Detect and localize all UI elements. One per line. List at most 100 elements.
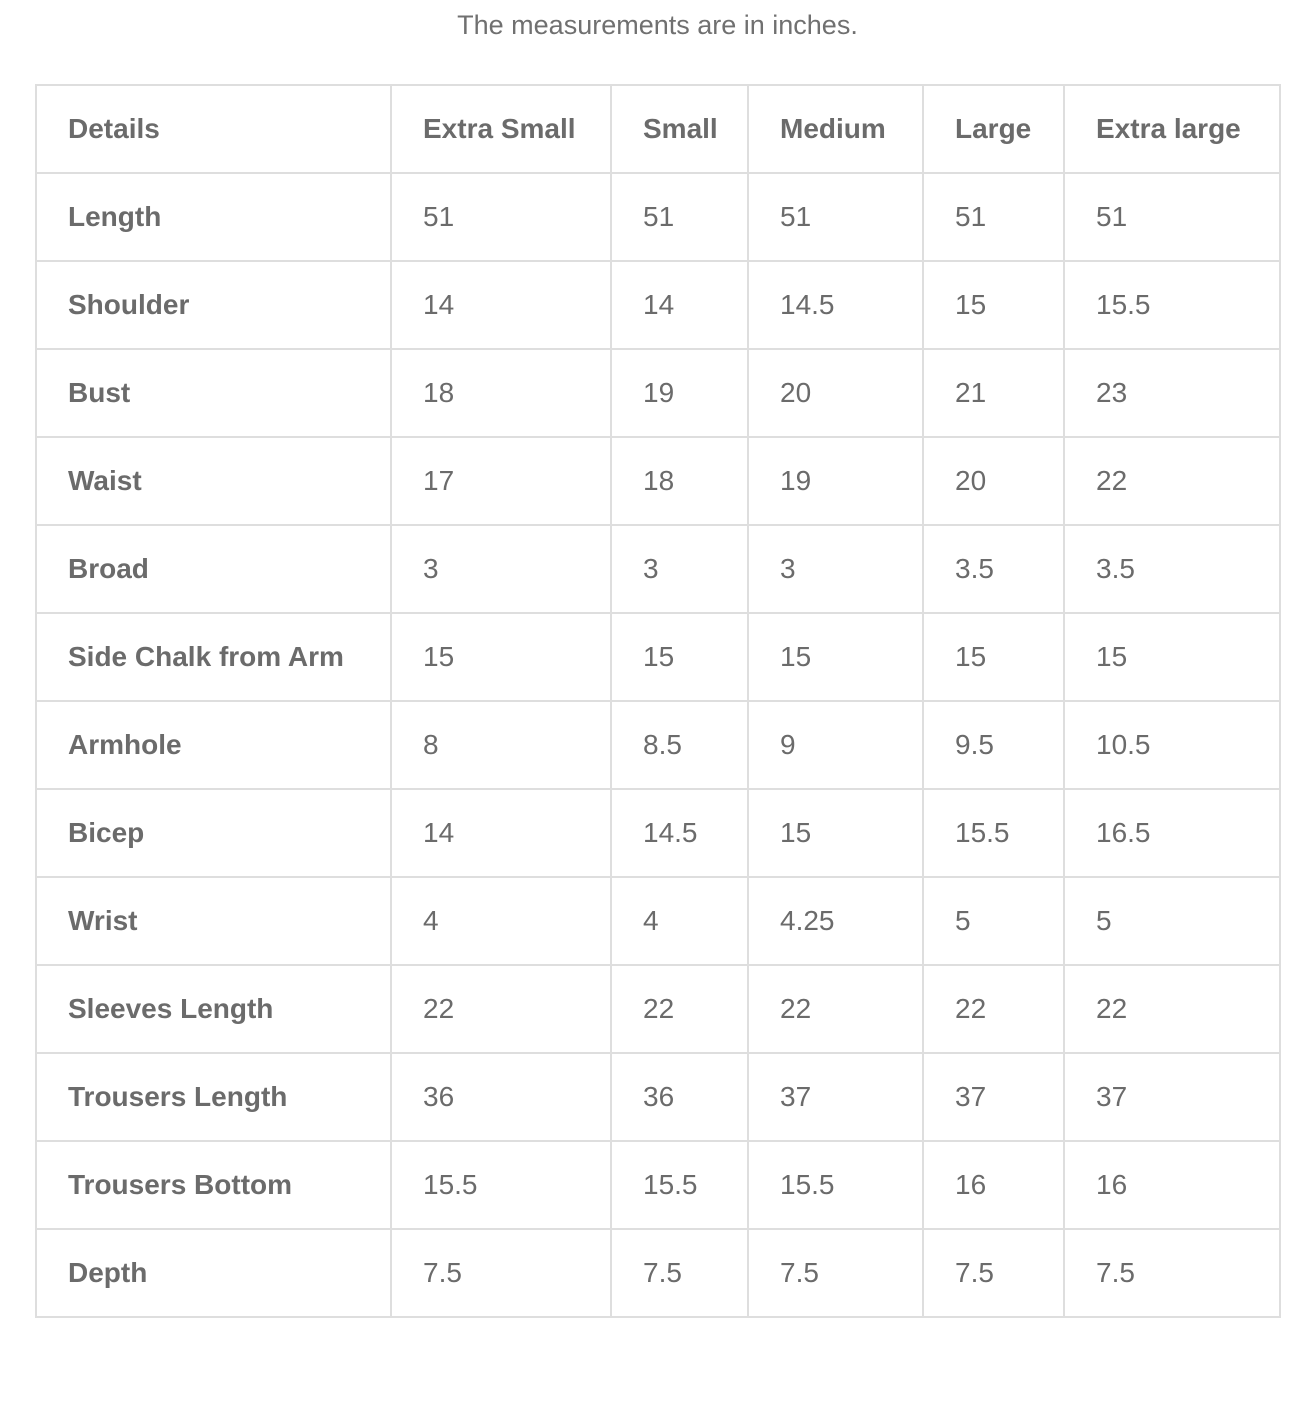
measurement-cell: 51: [390, 172, 612, 262]
table-row: Trousers Length 36 36 37 37 37: [35, 1052, 1281, 1142]
row-label: Broad: [35, 524, 392, 614]
measurement-cell: 14.5: [610, 788, 749, 878]
measurement-cell: 15.5: [922, 788, 1065, 878]
measurement-cell: 16.5: [1063, 788, 1281, 878]
measurement-cell: 3.5: [1063, 524, 1281, 614]
measurement-cell: 16: [922, 1140, 1065, 1230]
column-header: Medium: [747, 84, 924, 174]
column-header: Extra large: [1063, 84, 1281, 174]
measurement-cell: 3: [390, 524, 612, 614]
table-row: Waist 17 18 19 20 22: [35, 436, 1281, 526]
measurement-cell: 20: [747, 348, 924, 438]
measurement-cell: 4.25: [747, 876, 924, 966]
measurement-cell: 15: [610, 612, 749, 702]
row-label: Sleeves Length: [35, 964, 392, 1054]
column-header: Small: [610, 84, 749, 174]
measurement-cell: 15.5: [390, 1140, 612, 1230]
table-row: Shoulder 14 14 14.5 15 15.5: [35, 260, 1281, 350]
measurement-cell: 9.5: [922, 700, 1065, 790]
table-row: Bicep 14 14.5 15 15.5 16.5: [35, 788, 1281, 878]
measurement-cell: 15.5: [747, 1140, 924, 1230]
row-label: Length: [35, 172, 392, 262]
measurement-cell: 22: [747, 964, 924, 1054]
measurement-cell: 7.5: [922, 1228, 1065, 1318]
measurement-cell: 9: [747, 700, 924, 790]
measurement-cell: 5: [1063, 876, 1281, 966]
measurement-cell: 4: [390, 876, 612, 966]
measurement-cell: 23: [1063, 348, 1281, 438]
row-label: Trousers Bottom: [35, 1140, 392, 1230]
table-row: Wrist 4 4 4.25 5 5: [35, 876, 1281, 966]
measurement-cell: 5: [922, 876, 1065, 966]
measurement-cell: 22: [1063, 964, 1281, 1054]
table-row: Length 51 51 51 51 51: [35, 172, 1281, 262]
table-row: Trousers Bottom 15.5 15.5 15.5 16 16: [35, 1140, 1281, 1230]
measurement-cell: 22: [922, 964, 1065, 1054]
measurement-cell: 15: [390, 612, 612, 702]
measurement-cell: 51: [747, 172, 924, 262]
measurement-cell: 36: [390, 1052, 612, 1142]
table-row: Armhole 8 8.5 9 9.5 10.5: [35, 700, 1281, 790]
measurement-cell: 19: [610, 348, 749, 438]
measurement-cell: 4: [610, 876, 749, 966]
measurement-cell: 7.5: [747, 1228, 924, 1318]
row-label: Bicep: [35, 788, 392, 878]
measurement-cell: 10.5: [1063, 700, 1281, 790]
row-label: Depth: [35, 1228, 392, 1318]
measurement-cell: 15.5: [610, 1140, 749, 1230]
measurement-cell: 22: [390, 964, 612, 1054]
measurement-cell: 20: [922, 436, 1065, 526]
table-row: Depth 7.5 7.5 7.5 7.5 7.5: [35, 1228, 1281, 1318]
measurement-cell: 8: [390, 700, 612, 790]
row-label: Side Chalk from Arm: [35, 612, 392, 702]
size-chart-table: Details Extra Small Small Medium Large Extra …: [35, 84, 1281, 1318]
measurement-cell: 51: [1063, 172, 1281, 262]
row-label: Bust: [35, 348, 392, 438]
measurement-cell: 3: [747, 524, 924, 614]
measurement-cell: 15.5: [1063, 260, 1281, 350]
measurement-cell: 3.5: [922, 524, 1065, 614]
measurement-cell: 37: [1063, 1052, 1281, 1142]
measurement-cell: 22: [1063, 436, 1281, 526]
measurement-cell: 17: [390, 436, 612, 526]
table-row: Broad 3 3 3 3.5 3.5: [35, 524, 1281, 614]
row-label: Armhole: [35, 700, 392, 790]
measurement-cell: 37: [922, 1052, 1065, 1142]
measurement-cell: 14.5: [747, 260, 924, 350]
measurement-cell: 8.5: [610, 700, 749, 790]
measurement-cell: 14: [390, 788, 612, 878]
measurement-cell: 22: [610, 964, 749, 1054]
measurement-cell: 51: [610, 172, 749, 262]
measurement-cell: 36: [610, 1052, 749, 1142]
measurement-cell: 51: [922, 172, 1065, 262]
measurement-cell: 3: [610, 524, 749, 614]
table-row: Bust 18 19 20 21 23: [35, 348, 1281, 438]
measurement-cell: 7.5: [1063, 1228, 1281, 1318]
measurement-cell: 14: [610, 260, 749, 350]
table-row: Sleeves Length 22 22 22 22 22: [35, 964, 1281, 1054]
measurement-cell: 15: [1063, 612, 1281, 702]
measurement-cell: 14: [390, 260, 612, 350]
column-header: Large: [922, 84, 1065, 174]
measurement-cell: 37: [747, 1052, 924, 1142]
row-label: Trousers Length: [35, 1052, 392, 1142]
column-header: Extra Small: [390, 84, 612, 174]
measurement-cell: 7.5: [390, 1228, 612, 1318]
row-label: Shoulder: [35, 260, 392, 350]
table-header-row: Details Extra Small Small Medium Large Extra …: [35, 84, 1281, 174]
measurement-cell: 15: [747, 788, 924, 878]
measurement-cell: 15: [922, 260, 1065, 350]
measurement-cell: 15: [747, 612, 924, 702]
measurement-cell: 21: [922, 348, 1065, 438]
measurement-cell: 7.5: [610, 1228, 749, 1318]
measurement-cell: 18: [390, 348, 612, 438]
column-header: Details: [35, 84, 392, 174]
row-label: Wrist: [35, 876, 392, 966]
measurement-cell: 19: [747, 436, 924, 526]
measurement-cell: 18: [610, 436, 749, 526]
measurement-caption: The measurements are in inches.: [457, 10, 858, 40]
measurement-cell: 16: [1063, 1140, 1281, 1230]
row-label: Waist: [35, 436, 392, 526]
measurement-cell: 15: [922, 612, 1065, 702]
table-row: Side Chalk from Arm 15 15 15 15 15: [35, 612, 1281, 702]
